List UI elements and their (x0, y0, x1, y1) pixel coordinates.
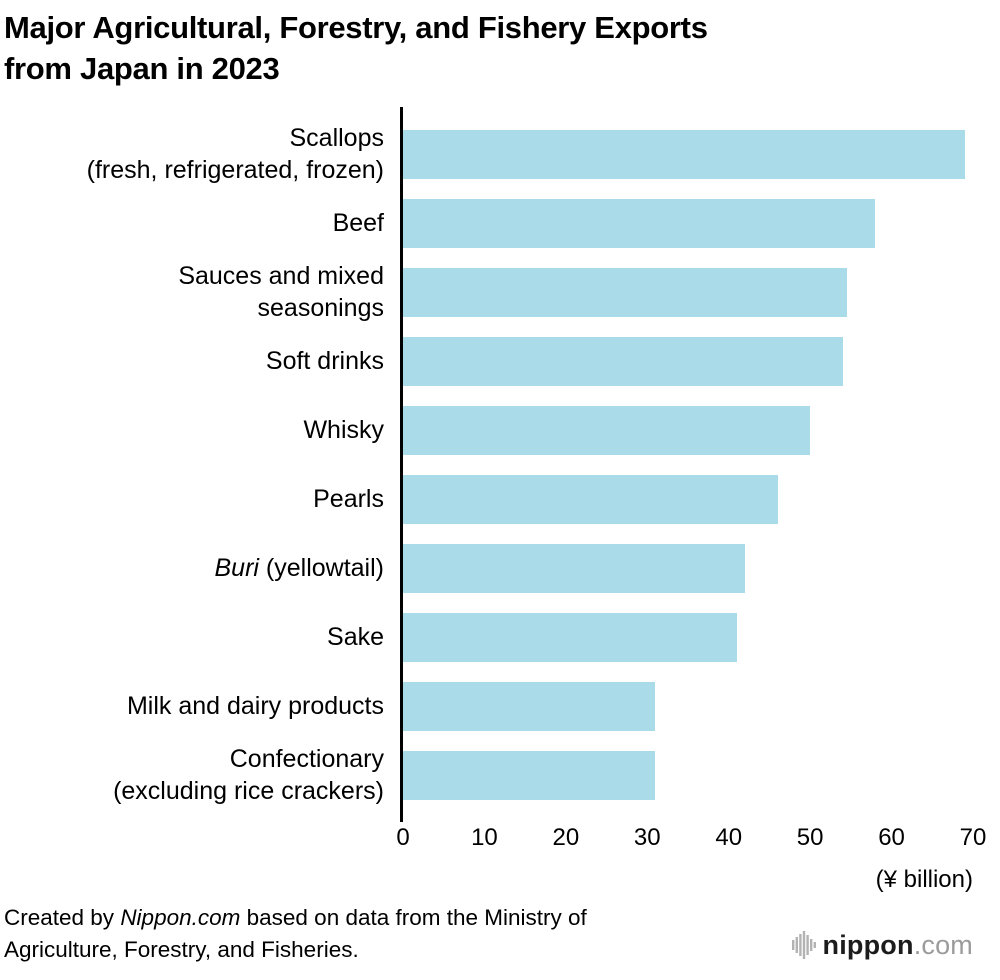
nippon-logo: nippon .com (791, 926, 973, 966)
y-axis-line (400, 106, 403, 822)
bar (403, 198, 876, 248)
x-axis-ticks: 0 10 20 30 40 50 60 70 (396, 823, 986, 854)
x-tick-label: 10 (471, 823, 498, 851)
axis-unit-label: (¥ billion) (875, 865, 973, 893)
bar (403, 612, 737, 662)
category-label: Sauces and mixed seasonings (178, 261, 384, 323)
bar-track (403, 129, 973, 179)
credit-line1: Created by Nippon.com based on data from… (4, 902, 587, 934)
chart-title-line2: from Japan in 2023 (4, 50, 280, 86)
credit-source: Nippon.com (120, 905, 241, 931)
category-label: Pearls (313, 485, 384, 514)
bar-track (403, 474, 973, 524)
bar-track (403, 750, 973, 800)
category-label: Scallops (fresh, refrigerated, frozen) (86, 123, 384, 185)
x-tick-label: 20 (552, 823, 580, 851)
credit-prefix: Created by (4, 905, 121, 931)
category-label: Sake (327, 623, 384, 652)
chart-row: Buri (yellowtail) (4, 534, 973, 603)
chart-row: Sake (4, 603, 973, 672)
bar-track (403, 267, 973, 317)
category-label: Confectionary (excluding rice crackers) (113, 744, 384, 806)
x-tick-label: 50 (796, 823, 824, 851)
category-label: Milk and dairy products (126, 692, 384, 721)
bar-track (403, 681, 973, 731)
bar (403, 405, 811, 455)
chart-row: Milk and dairy products (4, 672, 973, 741)
bar-track (403, 336, 973, 386)
bar (403, 336, 843, 386)
x-tick-label: 40 (715, 823, 743, 851)
bar (403, 129, 965, 179)
logo-tld: .com (913, 929, 973, 960)
category-label: Whisky (303, 416, 384, 445)
chart-rows: Scallops (fresh, refrigerated, frozen) Bee… (4, 106, 973, 822)
x-tick-label: 70 (959, 823, 987, 851)
x-tick-label: 30 (633, 823, 661, 851)
bar (403, 681, 656, 731)
chart-row: Soft drinks (4, 327, 973, 396)
footer: Created by Nippon.com based on data from… (4, 902, 973, 966)
category-label: Beef (332, 209, 384, 238)
category-label: Soft drinks (265, 347, 384, 376)
source-credit: Created by Nippon.com based on data from… (4, 902, 587, 966)
logo-name: nippon (822, 929, 914, 960)
chart-row: Confectionary (excluding rice crackers) (4, 741, 973, 810)
bar (403, 267, 847, 317)
bar-track (403, 612, 973, 662)
bar-track (403, 543, 973, 593)
bar (403, 750, 656, 800)
chart-row: Whisky (4, 396, 973, 465)
category-label: Buri (yellowtail) (214, 554, 385, 583)
bar (403, 474, 778, 524)
x-tick-label: 60 (878, 823, 905, 851)
chart-row: Pearls (4, 465, 973, 534)
chart-row: Scallops (fresh, refrigerated, frozen) (4, 120, 973, 189)
credit-line2: Agriculture, Forestry, and Fisheries. (4, 937, 359, 963)
bar-track (403, 198, 973, 248)
nippon-logo-icon (791, 930, 816, 959)
chart-row: Sauces and mixed seasonings (4, 258, 973, 327)
bar-track (403, 405, 973, 455)
bar (403, 543, 745, 593)
chart-row: Beef (4, 189, 973, 258)
bar-chart: Scallops (fresh, refrigerated, frozen) Bee… (4, 106, 986, 894)
chart-title-line1: Major Agricultural, Forestry, and Fisher… (4, 10, 708, 45)
x-tick-label: 0 (396, 823, 410, 851)
chart-title: Major Agricultural, Forestry, and Fisher… (4, 8, 973, 90)
credit-rest: based on data from the Ministry of (240, 905, 587, 931)
